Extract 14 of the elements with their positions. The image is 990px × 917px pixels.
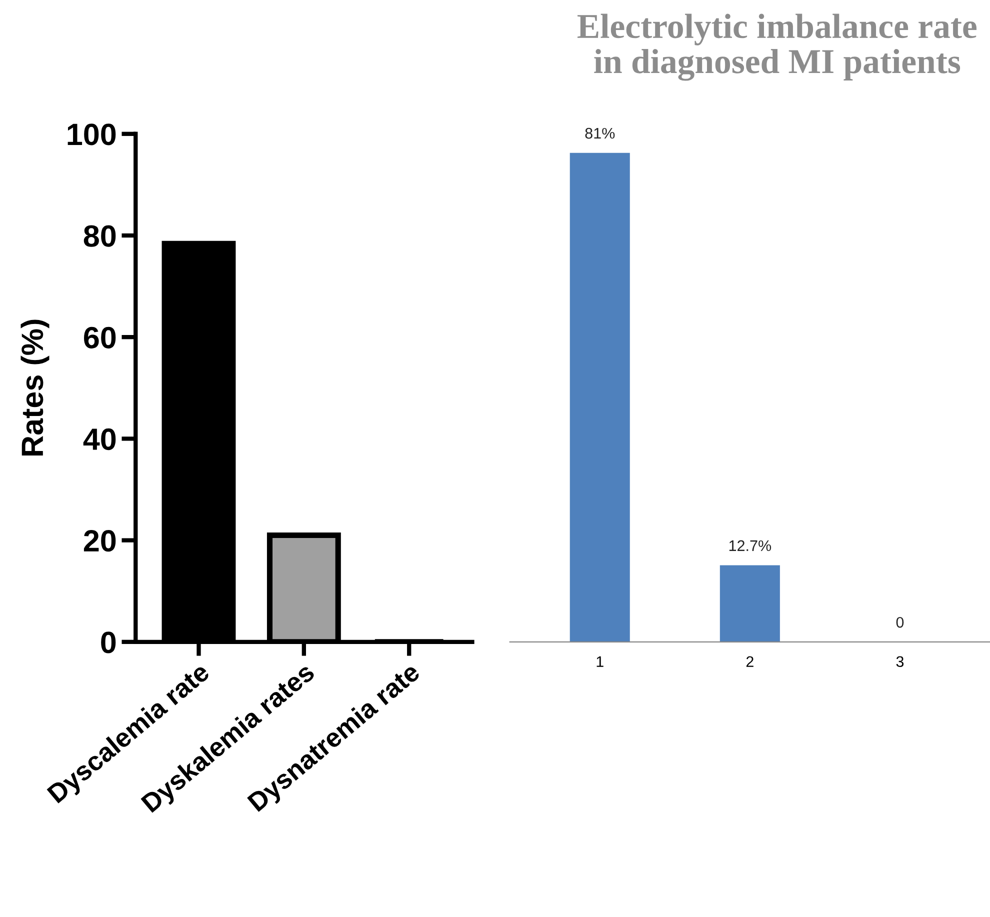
x-tick-label: 3 — [896, 656, 904, 668]
y-tick-label: 20 — [84, 530, 116, 552]
y-tick-label: 60 — [84, 326, 116, 348]
data-label: 0 — [896, 616, 904, 628]
y-axis-title: Rates (%) — [20, 320, 50, 456]
x-tick-label: 1 — [596, 656, 604, 667]
data-label: 81% — [585, 128, 615, 139]
y-tick-label: 100 — [68, 124, 116, 146]
x-tick-label: 2 — [746, 656, 754, 667]
y-tick-label: 0 — [101, 632, 116, 654]
chart-title: Electrolytic imbalance rate in diagnosed MI patients — [578, 14, 976, 81]
data-label: 12.7% — [729, 540, 772, 552]
y-tick-label: 80 — [84, 225, 116, 247]
y-tick-label: 40 — [83, 428, 116, 450]
